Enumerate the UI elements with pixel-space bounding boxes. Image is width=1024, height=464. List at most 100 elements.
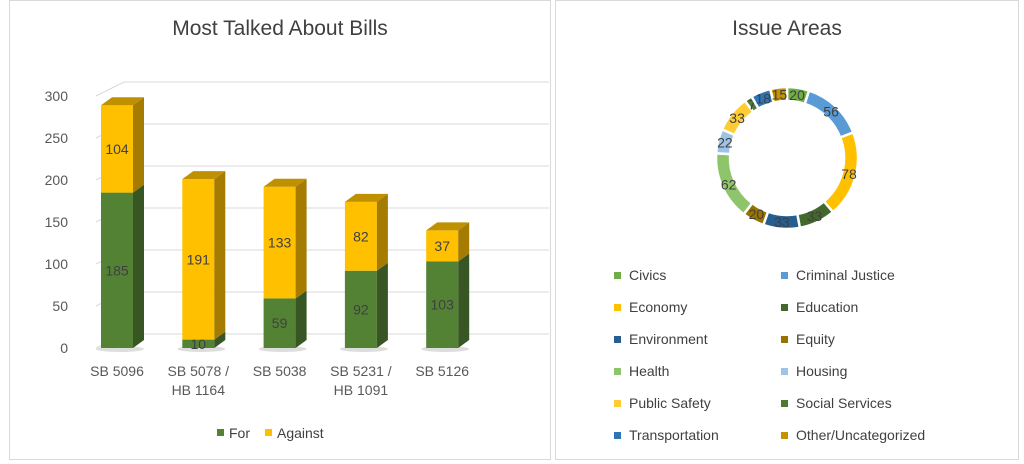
- donut-data-label: 20: [789, 87, 805, 103]
- legend-label: Civics: [629, 267, 667, 283]
- data-label: 191: [187, 251, 211, 267]
- bar-side: [295, 178, 307, 299]
- data-label: 92: [353, 301, 369, 317]
- bar-against: [263, 186, 296, 299]
- y-tick-label: 50: [52, 298, 68, 314]
- bar-top: [426, 222, 470, 231]
- legend-swatch: [614, 335, 621, 343]
- legend-label: Economy: [629, 299, 688, 315]
- bar-for: [426, 261, 459, 348]
- legend-label: Education: [796, 299, 859, 315]
- bar-side: [458, 222, 470, 262]
- bar-side: [133, 97, 144, 193]
- legend-swatch: [781, 303, 788, 311]
- bills-chart-panel: Most Talked About Bills 0 50 100 150 200 250 3…: [9, 0, 551, 460]
- bar-side: [376, 193, 388, 271]
- y-tick-label: 150: [45, 214, 69, 230]
- legend-item: Equity: [781, 331, 835, 347]
- bar-top: [182, 171, 226, 180]
- legend-label: Environment: [629, 331, 708, 347]
- x-tick-label: SB 5126: [415, 363, 469, 379]
- legend-swatch: [614, 303, 621, 311]
- legend-swatch: [614, 399, 621, 407]
- legend-item: Health: [614, 363, 669, 379]
- bar-side: [133, 184, 144, 348]
- y-tick-label: 300: [45, 88, 69, 104]
- donut-data-label: 33: [774, 214, 790, 230]
- x-tick-label: SB 5038: [253, 363, 307, 379]
- legend-item: Other/Uncategorized: [781, 427, 925, 443]
- bar-for: [263, 298, 296, 348]
- x-tick-label: SB 5096: [90, 363, 144, 379]
- bar-side: [214, 171, 226, 340]
- legend-label: Transportation: [629, 427, 719, 443]
- legend-item: Housing: [781, 363, 847, 379]
- donut-slice-other-uncategorized: [768, 85, 789, 105]
- legend-label: Health: [629, 363, 670, 379]
- donut-data-label: 78: [841, 166, 857, 182]
- bar-against: [182, 179, 215, 340]
- gridline-diagonal: [95, 81, 125, 97]
- donut-data-label: 56: [823, 104, 839, 120]
- bar-for: [344, 270, 377, 348]
- x-tick-label: HB 1164: [172, 382, 226, 398]
- issues-chart-panel: Issue Areas 20 56 78 33 33 20 62 22 33 7 18 15 Civi…: [555, 0, 1019, 460]
- data-label: 133: [268, 235, 292, 251]
- bar-side: [458, 253, 470, 348]
- legend-item: Public Safety: [614, 395, 711, 411]
- legend-label: Housing: [796, 363, 848, 379]
- donut-data-label: 18: [755, 91, 771, 107]
- bar-top: [263, 178, 307, 187]
- data-label: 82: [353, 228, 369, 244]
- bar-side: [295, 290, 307, 348]
- x-tick-label: HB 1091: [334, 382, 389, 398]
- donut-data-label: 33: [807, 208, 823, 224]
- bar-for: [182, 339, 215, 348]
- legend-swatch: [614, 367, 621, 375]
- legend-swatch: [614, 431, 621, 439]
- y-tick-label: 200: [45, 172, 69, 188]
- legend-item: Criminal Justice: [781, 267, 895, 283]
- legend-swatch: [614, 271, 621, 279]
- bar-against: [344, 201, 377, 271]
- legend-swatch: [781, 335, 788, 343]
- bar-side: [376, 262, 388, 348]
- bar-top: [101, 97, 144, 106]
- legend-label: Public Safety: [629, 395, 711, 411]
- bar-against: [426, 230, 459, 262]
- legend-label: Criminal Justice: [796, 267, 895, 283]
- legend-item: Civics: [614, 267, 666, 283]
- legend-label-for: For: [229, 425, 250, 441]
- legend-swatch: [781, 399, 788, 407]
- legend-item: Transportation: [614, 427, 719, 443]
- donut-data-label: 22: [717, 135, 733, 151]
- donut-data-label: 20: [749, 206, 765, 222]
- data-label: 185: [105, 262, 129, 278]
- bills-chart-title: Most Talked About Bills: [172, 17, 388, 40]
- legend-item: Education: [781, 299, 858, 315]
- bar-against: [101, 105, 133, 193]
- legend-item: Environment: [614, 331, 708, 347]
- donut-data-label: 15: [772, 86, 788, 102]
- y-tick-label: 250: [45, 130, 69, 146]
- legend-swatch: [265, 429, 272, 436]
- bar-top: [344, 193, 388, 202]
- legend-label-against: Against: [277, 425, 324, 441]
- bar-side: [214, 331, 226, 348]
- data-label: 10: [191, 336, 207, 352]
- legend-swatch: [781, 431, 788, 439]
- legend-swatch: [217, 429, 224, 436]
- legend-item: Economy: [614, 299, 687, 315]
- x-tick-label: SB 5231 /: [330, 363, 392, 379]
- donut-data-label: 62: [721, 176, 737, 192]
- y-tick-label: 0: [60, 340, 68, 356]
- issues-chart-title: Issue Areas: [732, 17, 842, 40]
- data-label: 104: [105, 141, 129, 157]
- x-tick-label: SB 5078 /: [168, 363, 230, 379]
- data-label: 37: [434, 238, 450, 254]
- donut-data-label: 33: [729, 110, 745, 126]
- y-tick-label: 100: [45, 256, 69, 272]
- bar-for: [101, 192, 133, 348]
- bills-chart-svg: 0 50 100 150 200 250 300 185 104 SB 5096 10 191 SB 5…: [45, 81, 549, 441]
